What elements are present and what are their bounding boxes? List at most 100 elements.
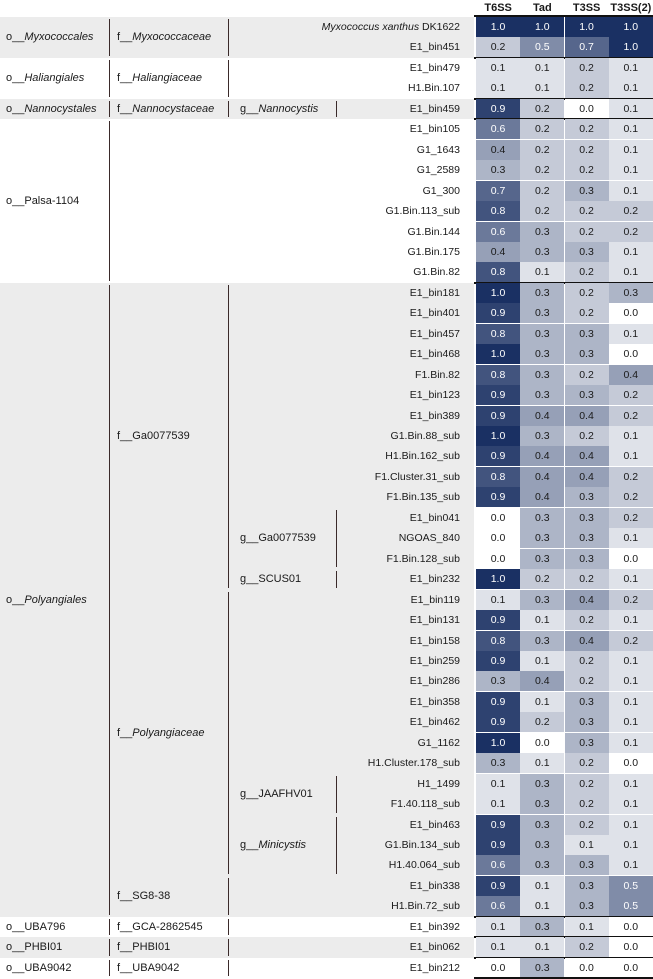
order-separator — [109, 918, 110, 936]
heatmap-cell: 0.4 — [564, 466, 609, 487]
heatmap-cell: 0.3 — [520, 589, 565, 610]
bin-label: H1.40.064_sub — [388, 859, 460, 872]
order-band — [0, 937, 474, 958]
heatmap-cell: 0.1 — [476, 794, 520, 815]
heatmap-cell: 0.2 — [520, 201, 565, 222]
family-label: f__PHBI01 — [117, 941, 171, 954]
order-separator — [109, 121, 110, 281]
heatmap-cell: 0.0 — [520, 732, 565, 753]
heatmap-cell: 0.2 — [608, 630, 653, 651]
heatmap-cell: 0.2 — [520, 180, 565, 201]
heatmap-cell: 1.0 — [476, 732, 520, 753]
heatmap-cell: 0.4 — [520, 446, 565, 467]
heatmap-cell: 0.9 — [476, 835, 520, 855]
heatmap-cell: 0.8 — [476, 201, 520, 222]
heatmap-cell: 0.4 — [520, 671, 565, 692]
heatmap-cell: 0.7 — [476, 180, 520, 201]
heatmap-cell: 0.3 — [564, 241, 609, 262]
heatmap-cell: 0.1 — [608, 794, 653, 815]
genus-separator — [336, 775, 337, 813]
column-header: T6SS — [484, 2, 512, 14]
heatmap-cell: 0.2 — [520, 712, 565, 733]
heatmap-cell: 0.2 — [564, 119, 609, 140]
heatmap-cell: 0.3 — [520, 364, 565, 385]
heatmap-cell: 0.0 — [476, 528, 520, 549]
family-label: f__Haliangiaceae — [117, 72, 203, 85]
genus-separator — [336, 571, 337, 588]
heatmap-cell: 0.3 — [564, 896, 609, 917]
heatmap-cell: 0.2 — [564, 753, 609, 774]
heatmap-cell: 0.1 — [520, 610, 565, 631]
heatmap-cell: 0.1 — [520, 753, 565, 774]
heatmap-cell: 0.3 — [564, 875, 609, 896]
heatmap-cell: 0.9 — [476, 650, 520, 671]
heatmap-cell: 0.2 — [564, 814, 609, 835]
heatmap-cell: 0.4 — [564, 589, 609, 610]
heatmap-cell: 0.1 — [608, 262, 653, 283]
heatmap-cell: 0.2 — [476, 37, 520, 58]
bin-label: E1_bin105 — [409, 123, 460, 136]
heatmap-cell: 0.4 — [608, 364, 653, 385]
heatmap-cell: 0.4 — [476, 241, 520, 262]
heatmap-cell: 1.0 — [564, 17, 609, 37]
heatmap-cell: 0.1 — [608, 732, 653, 753]
heatmap-cell: 0.2 — [564, 201, 609, 222]
bin-label: E1_bin457 — [409, 327, 460, 340]
family-separator — [228, 959, 229, 977]
heatmap-cell: 0.7 — [564, 37, 609, 58]
bin-label: E1_bin286 — [409, 675, 460, 688]
bin-label: E1_bin232 — [409, 573, 460, 586]
heatmap-cell: 0.1 — [476, 57, 520, 78]
heatmap-cell: 0.3 — [564, 344, 609, 365]
order-label: o__Myxococcales — [6, 31, 94, 44]
order-label: o__UBA9042 — [6, 961, 72, 974]
bin-label: E1_bin451 — [409, 41, 460, 54]
bin-label: E1_bin212 — [409, 961, 460, 974]
heatmap-cell: 0.4 — [520, 405, 565, 426]
heatmap-cell: 0.2 — [520, 569, 565, 590]
heatmap-cell: 0.1 — [476, 916, 520, 937]
order-band — [0, 119, 474, 283]
heatmap-cell: 0.3 — [564, 487, 609, 508]
heatmap-cell: 0.1 — [608, 78, 653, 99]
heatmap-cell: 0.3 — [520, 957, 565, 978]
bin-label: G1.Bin.175 — [407, 245, 460, 258]
heatmap-cell: 0.1 — [520, 78, 565, 99]
family-separator — [228, 877, 229, 915]
heatmap-cell: 0.6 — [476, 221, 520, 242]
bin-label: F1.Bin.82 — [415, 368, 460, 381]
heatmap-cell: 0.4 — [564, 405, 609, 426]
genus-label: g__JAAFHV01 — [240, 788, 313, 801]
heatmap-cell: 0.3 — [520, 528, 565, 549]
bin-label: E1_bin462 — [409, 716, 460, 729]
genus-separator — [336, 816, 337, 874]
heatmap-cell: 0.8 — [476, 466, 520, 487]
genus-separator — [336, 100, 337, 118]
heatmap-cell: 0.9 — [476, 691, 520, 712]
heatmap-cell: 0.1 — [608, 528, 653, 549]
bin-label: F1.Bin.135_sub — [386, 491, 460, 504]
order-separator — [109, 284, 110, 915]
order-band — [0, 17, 474, 58]
heatmap-cell: 0.9 — [476, 98, 520, 119]
heatmap-cell: 0.2 — [564, 794, 609, 815]
heatmap-cell: 0.3 — [520, 385, 565, 406]
heatmap-cell: 0.1 — [476, 773, 520, 794]
heatmap-cell: 0.2 — [564, 937, 609, 958]
heatmap-cell: 0.1 — [520, 57, 565, 78]
heatmap-cell: 0.3 — [564, 385, 609, 406]
heatmap-cell: 0.3 — [520, 426, 565, 446]
heatmap-cell: 1.0 — [608, 17, 653, 37]
heatmap-cell: 0.3 — [520, 916, 565, 937]
heatmap-cell: 0.3 — [520, 794, 565, 815]
bin-label: E1_bin468 — [409, 348, 460, 361]
heatmap-cell: 0.1 — [608, 98, 653, 119]
heatmap-cell: 0.3 — [564, 691, 609, 712]
heatmap-cell: 1.0 — [476, 344, 520, 365]
heatmap-cell: 0.3 — [520, 855, 565, 876]
heatmap-cell: 0.1 — [520, 875, 565, 896]
heatmap-cell: 0.9 — [476, 712, 520, 733]
heatmap-cell: 0.2 — [608, 405, 653, 426]
genus-label: g__SCUS01 — [240, 573, 302, 586]
